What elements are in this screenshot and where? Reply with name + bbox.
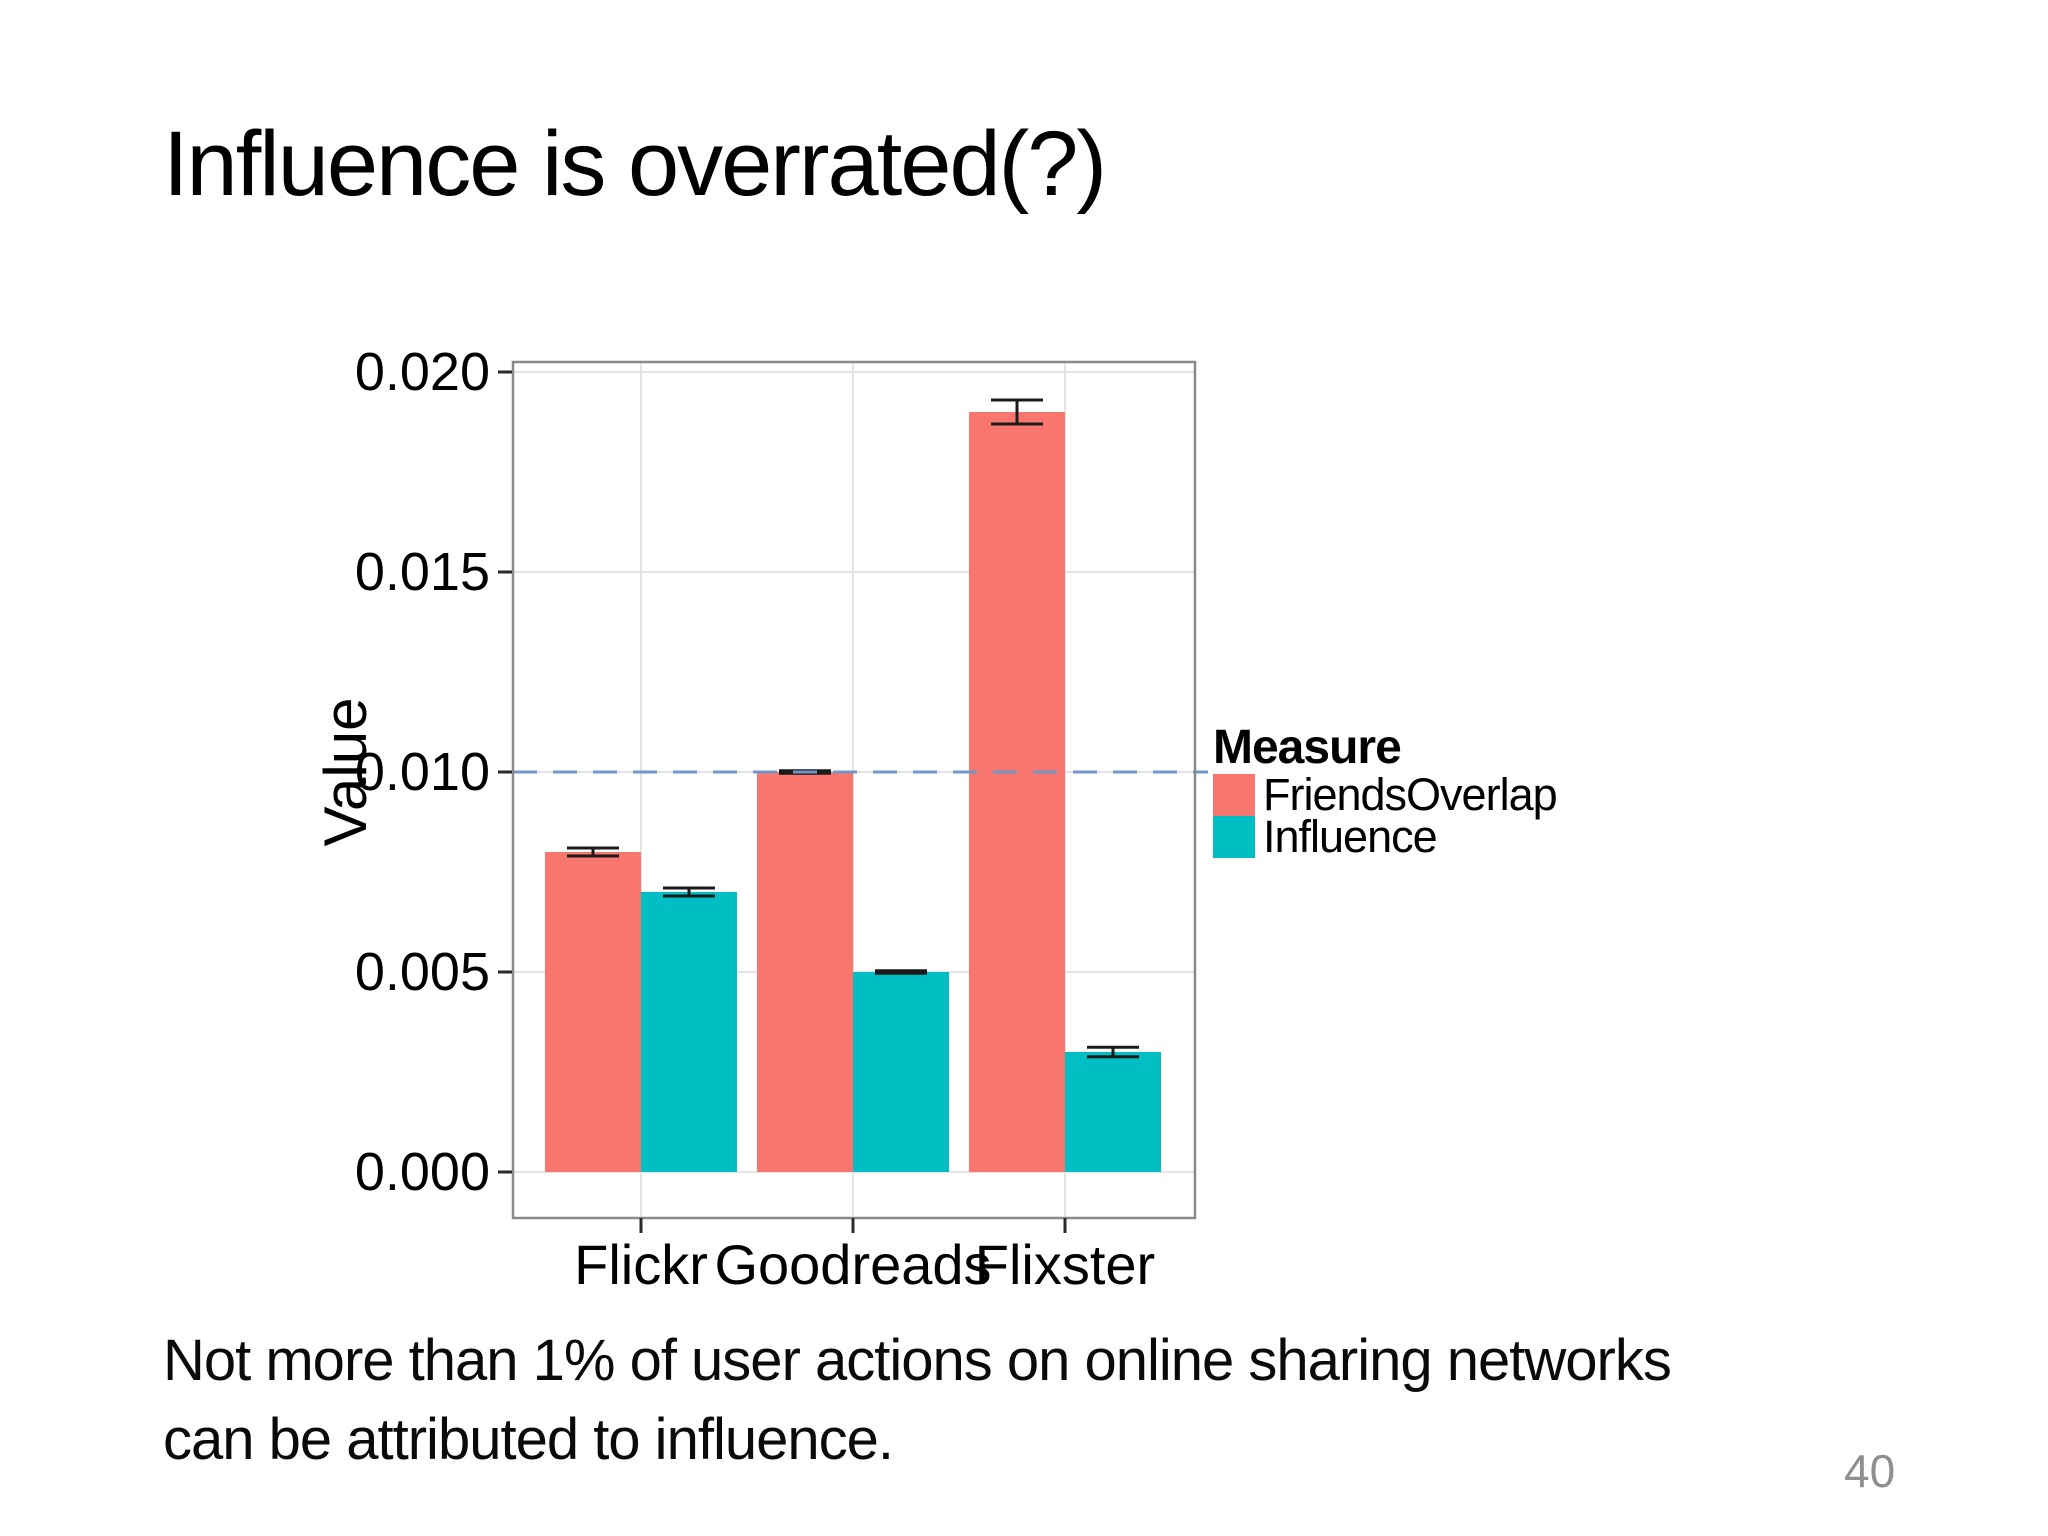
slide-title: Influence is overrated(?) (163, 113, 1107, 215)
y-tick-label: 0.005 (355, 942, 490, 1002)
x-category-label: Flickr (574, 1233, 708, 1296)
legend-title: Measure (1213, 721, 1402, 774)
bar-flixster-friendsoverlap (969, 412, 1065, 1172)
x-category-label: Flixster (975, 1233, 1155, 1296)
legend-label-friendsoverlap: FriendsOverlap (1263, 769, 1558, 820)
bar-goodreads-influence (853, 972, 949, 1172)
legend-label-influence: Influence (1263, 811, 1438, 862)
bar-goodreads-friendsoverlap (757, 772, 853, 1172)
caption-line-2: can be attributed to influence. (163, 1406, 894, 1472)
legend-swatch-influence (1213, 816, 1255, 858)
y-tick-label: 0.020 (355, 342, 490, 402)
y-tick-label: 0.000 (355, 1142, 490, 1202)
y-tick-label: 0.010 (355, 742, 490, 802)
bar-flixster-influence (1065, 1052, 1161, 1172)
x-category-label: Goodreads (714, 1233, 991, 1296)
caption-line-1: Not more than 1% of user actions on onli… (163, 1328, 1672, 1393)
page-number: 40 (1844, 1445, 1896, 1497)
bar-flickr-friendsoverlap (545, 852, 641, 1172)
bar-flickr-influence (641, 892, 737, 1172)
y-axis-title: Value (312, 697, 379, 846)
legend-item-friendsoverlap: FriendsOverlap (1213, 769, 1558, 820)
y-tick-label: 0.015 (355, 542, 490, 602)
chart-legend: Measure FriendsOverlap Influence (1213, 721, 1558, 862)
legend-swatch-friendsoverlap (1213, 774, 1255, 816)
slide-caption: Not more than 1% of user actions on onli… (163, 1322, 1672, 1480)
legend-item-influence: Influence (1213, 811, 1557, 862)
